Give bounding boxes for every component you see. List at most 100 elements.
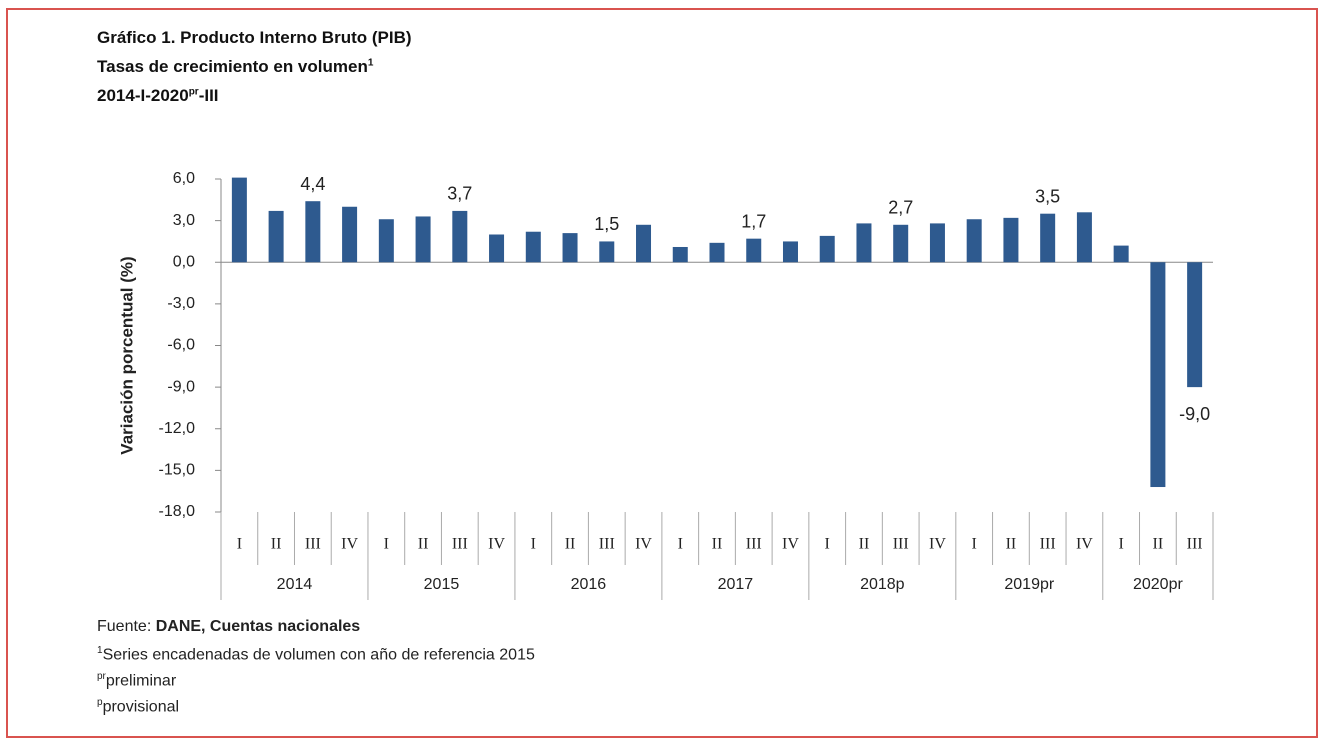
x-tick-label: IV (929, 536, 946, 553)
value-label: 1,7 (741, 211, 766, 231)
page: {"chart_data": {"type": "bar", "title": … (6, 8, 1318, 738)
x-tick-label: II (712, 536, 723, 553)
bar (636, 224, 652, 263)
x-tick-label: III (1040, 536, 1056, 553)
source-prefix: Fuente: (97, 618, 156, 635)
bar (489, 234, 505, 263)
footnote: prpreliminar (97, 671, 176, 690)
bar (1187, 262, 1203, 388)
bar (782, 241, 798, 263)
bar (268, 210, 284, 263)
bar (1003, 217, 1019, 263)
chart-subtitle: Tasas de crecimiento en volumen1 (97, 57, 373, 77)
bar (525, 231, 541, 263)
y-tick-label: 0,0 (173, 253, 195, 270)
bar (562, 233, 578, 263)
y-tick-label: -12,0 (159, 420, 196, 437)
x-tick-label: I (237, 536, 242, 553)
y-tick-label: -15,0 (159, 462, 196, 479)
chart: 6,0 3,0 0,0 -3,0 -6,0 -9,0 -12,0 -15,0 -18,0 Vari… (117, 170, 1214, 600)
x-tick-label: IV (635, 536, 652, 553)
group-label: 2020pr (1133, 576, 1183, 593)
value-label: 2,7 (888, 198, 913, 218)
bar (1113, 245, 1129, 263)
footnote-mark: pr (97, 671, 106, 682)
x-tick-label: II (1006, 536, 1017, 553)
footnote-text: provisional (102, 698, 180, 716)
source-name: DANE, Cuentas nacionales (155, 618, 361, 635)
x-tick-label: III (305, 536, 321, 553)
bar (746, 238, 762, 263)
group-label: 2018p (860, 576, 905, 593)
x-tick-label: IV (1076, 536, 1093, 553)
y-tick-label: -6,0 (167, 337, 195, 354)
chart-period: 2014-I-2020pr-III (97, 86, 219, 106)
source: Fuente: DANE, Cuentas nacionales (97, 618, 360, 636)
x-tick-label: II (271, 536, 282, 553)
x-tick-label: I (825, 536, 830, 553)
group-label: 2019pr (1004, 576, 1054, 593)
subtitle-sup: 1 (367, 57, 374, 69)
y-tick-label: -9,0 (167, 378, 195, 395)
y-axis-label: Variación porcentual (%) (117, 256, 136, 454)
bar (378, 219, 394, 263)
x-tick-label: II (1153, 536, 1164, 553)
x-tick-label: IV (488, 536, 505, 553)
x-tick-label: III (1187, 536, 1203, 553)
group-label: 2014 (277, 576, 313, 593)
x-tick-label: IV (341, 536, 358, 553)
bar (929, 223, 945, 263)
bar (599, 241, 615, 263)
x-tick-label: I (972, 536, 977, 553)
subtitle-text: Tasas de crecimiento en volumen (97, 57, 368, 76)
x-tick-label: I (531, 536, 536, 553)
bar (231, 177, 247, 263)
x-tick-label: III (893, 536, 909, 553)
x-tick-label: III (599, 536, 615, 553)
x-tick-label: III (746, 536, 762, 553)
y-tick-label: 6,0 (173, 170, 195, 187)
bar (1076, 212, 1092, 263)
bar (672, 246, 688, 263)
value-label: 1,5 (594, 214, 619, 234)
value-label: -9,0 (1179, 404, 1210, 424)
y-tick-label: -18,0 (159, 503, 196, 520)
bar (1150, 262, 1166, 488)
footnote-text: Series encadenadas de volumen con año de… (102, 646, 535, 664)
x-tick-label: II (418, 536, 429, 553)
x-tick-label: II (565, 536, 576, 553)
group-label: 2015 (424, 576, 460, 593)
bar (966, 219, 982, 263)
x-tick-label: I (1118, 536, 1123, 553)
group-label: 2016 (571, 576, 607, 593)
x-tick-label: I (678, 536, 683, 553)
value-label: 4,4 (300, 174, 325, 194)
group-label: 2017 (718, 576, 754, 593)
footnote-mark: 1 (97, 645, 103, 656)
bar (342, 206, 358, 263)
bar (415, 216, 431, 263)
footnote-text: preliminar (105, 672, 177, 690)
footnote: pprovisional (97, 697, 179, 716)
value-label: 3,5 (1035, 186, 1060, 206)
bar (452, 210, 468, 263)
x-tick-label: III (452, 536, 468, 553)
value-label: 3,7 (447, 184, 472, 204)
period-sup: pr (188, 86, 199, 98)
period-end: -III (198, 86, 219, 105)
period-start: 2014-I-2020 (97, 86, 189, 105)
x-tick-label: IV (782, 536, 799, 553)
bar (305, 201, 321, 263)
bar (819, 235, 835, 263)
bar (709, 242, 725, 263)
bar (893, 224, 909, 263)
footnote-mark: p (97, 697, 103, 708)
x-tick-label: I (384, 536, 389, 553)
y-tick-label: 3,0 (173, 212, 195, 229)
bar (856, 223, 872, 263)
x-tick-label: II (859, 536, 870, 553)
y-tick-label: -3,0 (167, 295, 195, 312)
bar (1040, 213, 1056, 263)
chart-title: Gráfico 1. Producto Interno Bruto (PIB) (97, 28, 412, 47)
footnote: 1Series encadenadas de volumen con año d… (97, 645, 535, 664)
